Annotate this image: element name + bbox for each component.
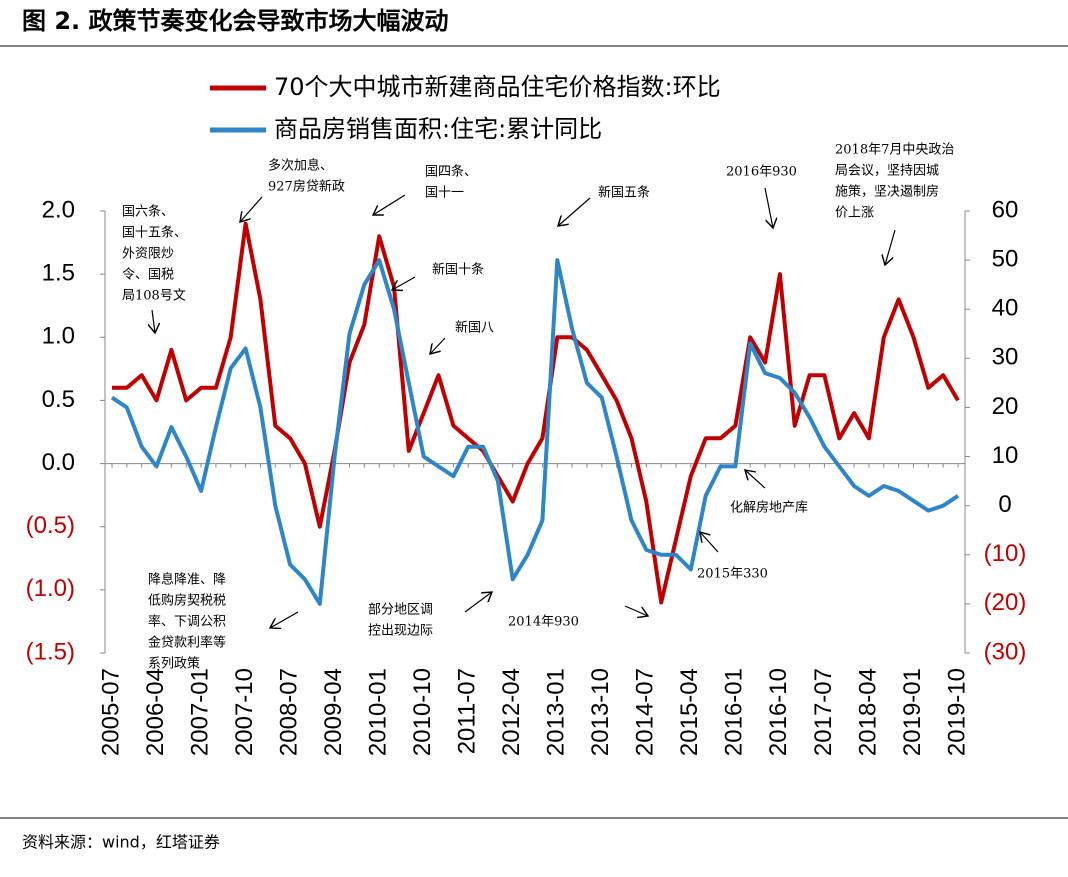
y2-tick-label: (20) (984, 589, 1027, 616)
annotation-arrow (392, 276, 416, 290)
x-tick-label: 2007-01 (186, 668, 213, 756)
y2-tick-label: 60 (992, 196, 1019, 223)
y2-tick-label: 0 (998, 491, 1011, 518)
y-tick-label: 1.5 (42, 259, 75, 286)
annotation-arrow (764, 187, 773, 228)
x-tick-label: 2009-04 (320, 668, 347, 756)
x-tick-label: 2016-10 (765, 668, 792, 756)
annotation: 金贷款利率等 (148, 635, 226, 651)
y2-tick-label: (10) (984, 540, 1027, 567)
annotation: 局会议，坚持因城 (835, 164, 939, 179)
annotation: 2015年330 (697, 567, 768, 582)
annotation-arrow (152, 309, 155, 333)
annotation: 新国十条 (432, 262, 484, 278)
y2-tick-label: 50 (992, 245, 1019, 272)
x-tick-label: 2013-01 (543, 668, 570, 756)
chart-title: 图 2. 政策节奏变化会导致市场大幅波动 (22, 7, 449, 35)
y2-tick-label: (30) (984, 638, 1027, 665)
annotation-arrow (240, 196, 263, 222)
x-tick-label: 2015-04 (676, 668, 703, 756)
annotation: 施策，坚决遏制房 (835, 184, 939, 200)
annotation: 2016年930 (726, 165, 797, 180)
y-tick-label: 2.0 (42, 196, 75, 223)
annotation-arrow (745, 470, 766, 489)
y-tick-label: 1.0 (42, 323, 75, 350)
annotation: 降息降准、降 (148, 572, 226, 588)
x-tick-label: 2013-10 (587, 668, 614, 756)
x-tick-label: 2012-04 (498, 668, 525, 756)
x-tick-label: 2017-07 (810, 668, 837, 756)
y2-tick-label: 10 (992, 442, 1019, 469)
x-tick-label: 2014-07 (632, 668, 659, 756)
annotation: 率、下调公积 (148, 614, 226, 630)
annotation-arrow (624, 605, 648, 616)
legend-label: 70个大中城市新建商品住宅价格指数:环比 (274, 73, 721, 101)
x-tick-label: 2007-10 (231, 668, 258, 756)
annotation: 新国五条 (598, 185, 650, 201)
series-line (110, 258, 960, 606)
annotation-arrow (430, 337, 446, 354)
annotation-arrow (700, 532, 719, 553)
annotation: 外资限炒 (122, 247, 174, 262)
annotation-arrow (885, 229, 896, 265)
x-tick-label: 2019-01 (899, 668, 926, 756)
x-tick-label: 2010-10 (409, 668, 436, 756)
legend-label: 商品房销售面积:住宅:累计同比 (274, 115, 602, 143)
x-tick-label: 2010-01 (365, 668, 392, 756)
annotation: 国四条、 (425, 164, 477, 180)
annotation-arrow (270, 611, 299, 628)
source: 资料来源：wind，红塔证券 (22, 833, 220, 852)
x-tick-label: 2005-07 (97, 668, 124, 756)
y2-tick-label: 30 (992, 344, 1019, 371)
annotation: 国十一 (425, 186, 464, 201)
annotation: 2014年930 (508, 615, 579, 630)
x-tick-label: 2006-04 (142, 668, 169, 756)
x-tick-label: 2011-07 (454, 668, 481, 754)
annotation: 部分地区调 (368, 603, 433, 618)
y-tick-label: 0.0 (42, 449, 75, 476)
annotation: 控出现边际 (368, 624, 433, 639)
annotation: 化解房地产库 (730, 500, 808, 516)
series-line (112, 221, 960, 605)
x-tick-label: 2018-04 (854, 668, 881, 756)
y-tick-label: (0.5) (26, 512, 75, 539)
annotation: 新国八 (455, 320, 494, 336)
x-tick-label: 2016-01 (721, 668, 748, 756)
y-tick-label: (1.0) (26, 575, 75, 602)
annotation: 多次加息、 (268, 158, 333, 174)
annotation-arrow (558, 197, 591, 226)
annotation: 国十五条、 (122, 225, 187, 241)
y-tick-label: 0.5 (42, 386, 75, 413)
annotation: 价上涨 (835, 206, 874, 221)
annotation: 系列政策 (148, 656, 200, 672)
annotation: 令、国税 (122, 268, 174, 283)
x-tick-label: 2008-07 (275, 668, 302, 756)
y-tick-label: (1.5) (26, 638, 75, 665)
y2-tick-label: 20 (992, 393, 1019, 420)
annotation: 局108号文 (122, 289, 186, 304)
annotation: 低购房契税税 (148, 593, 226, 609)
annotation: 国六条、 (122, 204, 174, 220)
annotation-arrow (373, 194, 406, 215)
x-tick-label: 2019-10 (943, 668, 970, 756)
y2-tick-label: 40 (992, 295, 1019, 322)
annotation: 2018年7月中央政治 (835, 143, 954, 158)
annotation: 927房贷新政 (268, 179, 345, 195)
annotation-arrow (464, 592, 492, 613)
